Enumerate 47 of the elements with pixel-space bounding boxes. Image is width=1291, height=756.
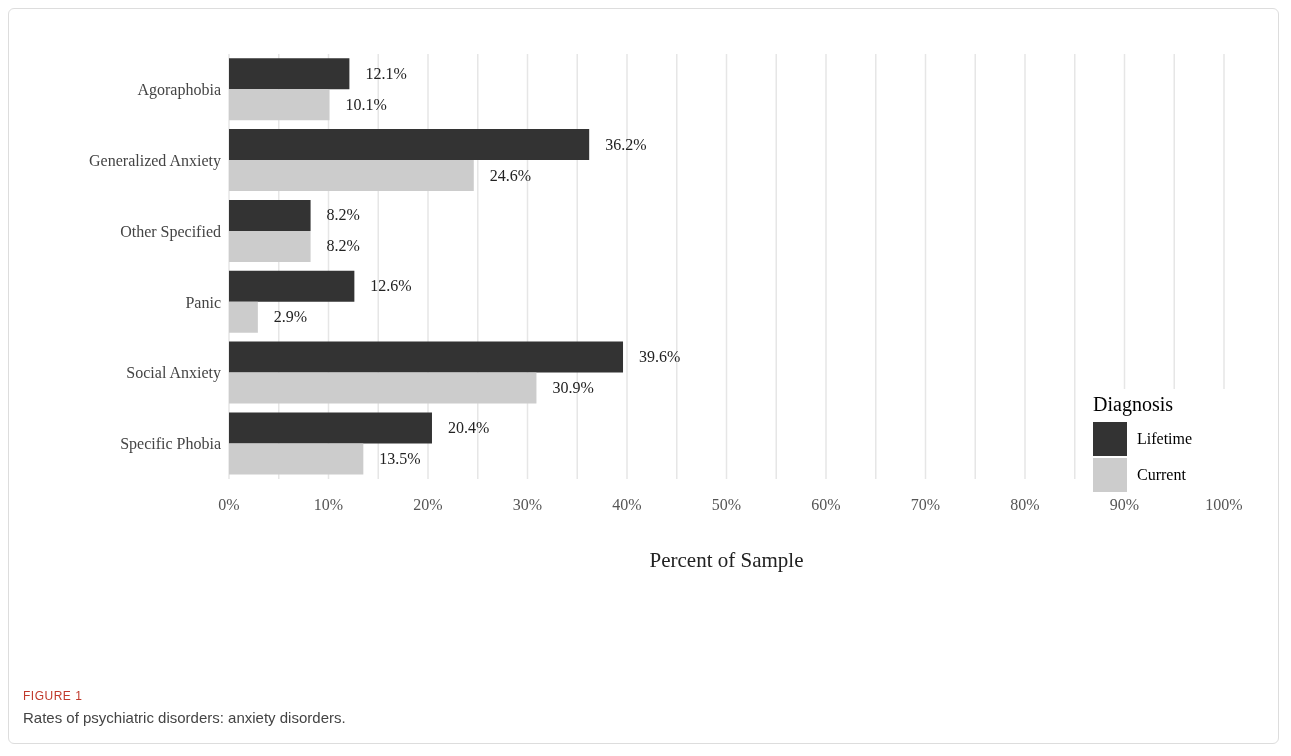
y-tick-label: Social Anxiety [126, 364, 221, 383]
data-label: 12.6% [370, 277, 412, 295]
x-tick-label: 80% [1010, 496, 1040, 514]
caption: FIGURE 1 [23, 689, 84, 703]
data-label: 36.2% [605, 135, 647, 153]
x-tick-label: 30% [512, 496, 543, 514]
bar [229, 89, 330, 121]
text: Rates of psychiatric disorders: anxiety disorders. [23, 709, 347, 726]
bar [229, 372, 537, 404]
legend-title: Diagnosis [1093, 393, 1174, 416]
bar [229, 301, 258, 333]
bar [229, 341, 624, 373]
bar [229, 443, 364, 475]
bar [229, 412, 432, 444]
legend-label: Lifetime [1137, 430, 1193, 448]
bar [229, 199, 311, 231]
data-label: 13.5% [379, 449, 421, 467]
data-label: 2.9% [273, 308, 308, 326]
data-label: 8.2% [326, 237, 360, 255]
y-tick-label: Generalized Anxiety [89, 151, 221, 170]
x-tick-label: 0% [218, 496, 240, 514]
x-tick-label: 10% [313, 496, 344, 514]
data-label: 24.6% [489, 166, 532, 184]
bar [229, 160, 474, 192]
data-label: 30.9% [552, 379, 594, 397]
x-axis-title: Percent of Sample [649, 548, 804, 572]
data-label: 10.1% [345, 95, 387, 113]
bar [229, 129, 590, 161]
data-label: 20.4% [447, 418, 490, 436]
bar [229, 58, 350, 90]
bar [229, 270, 355, 302]
data-label: 12.1% [365, 64, 407, 82]
y-tick-label: Other Specified [120, 222, 221, 241]
x-tick-label: 100% [1205, 496, 1243, 514]
x-tick-label: 60% [811, 496, 841, 514]
bar [229, 230, 311, 262]
x-tick-label: 40% [612, 496, 642, 514]
x-tick-label: 70% [910, 496, 941, 514]
legend-label: Current [1137, 466, 1186, 484]
data-label: 39.6% [639, 348, 681, 366]
data-label: 8.2% [326, 206, 360, 224]
x-tick-label: 90% [1109, 496, 1140, 514]
y-tick-label: Agoraphobia [137, 81, 221, 100]
x-tick-label: 50% [711, 496, 742, 514]
y-tick-label: Panic [185, 293, 221, 311]
x-tick-label: 20% [413, 496, 443, 514]
y-tick-label: Specific Phobia [120, 435, 221, 454]
